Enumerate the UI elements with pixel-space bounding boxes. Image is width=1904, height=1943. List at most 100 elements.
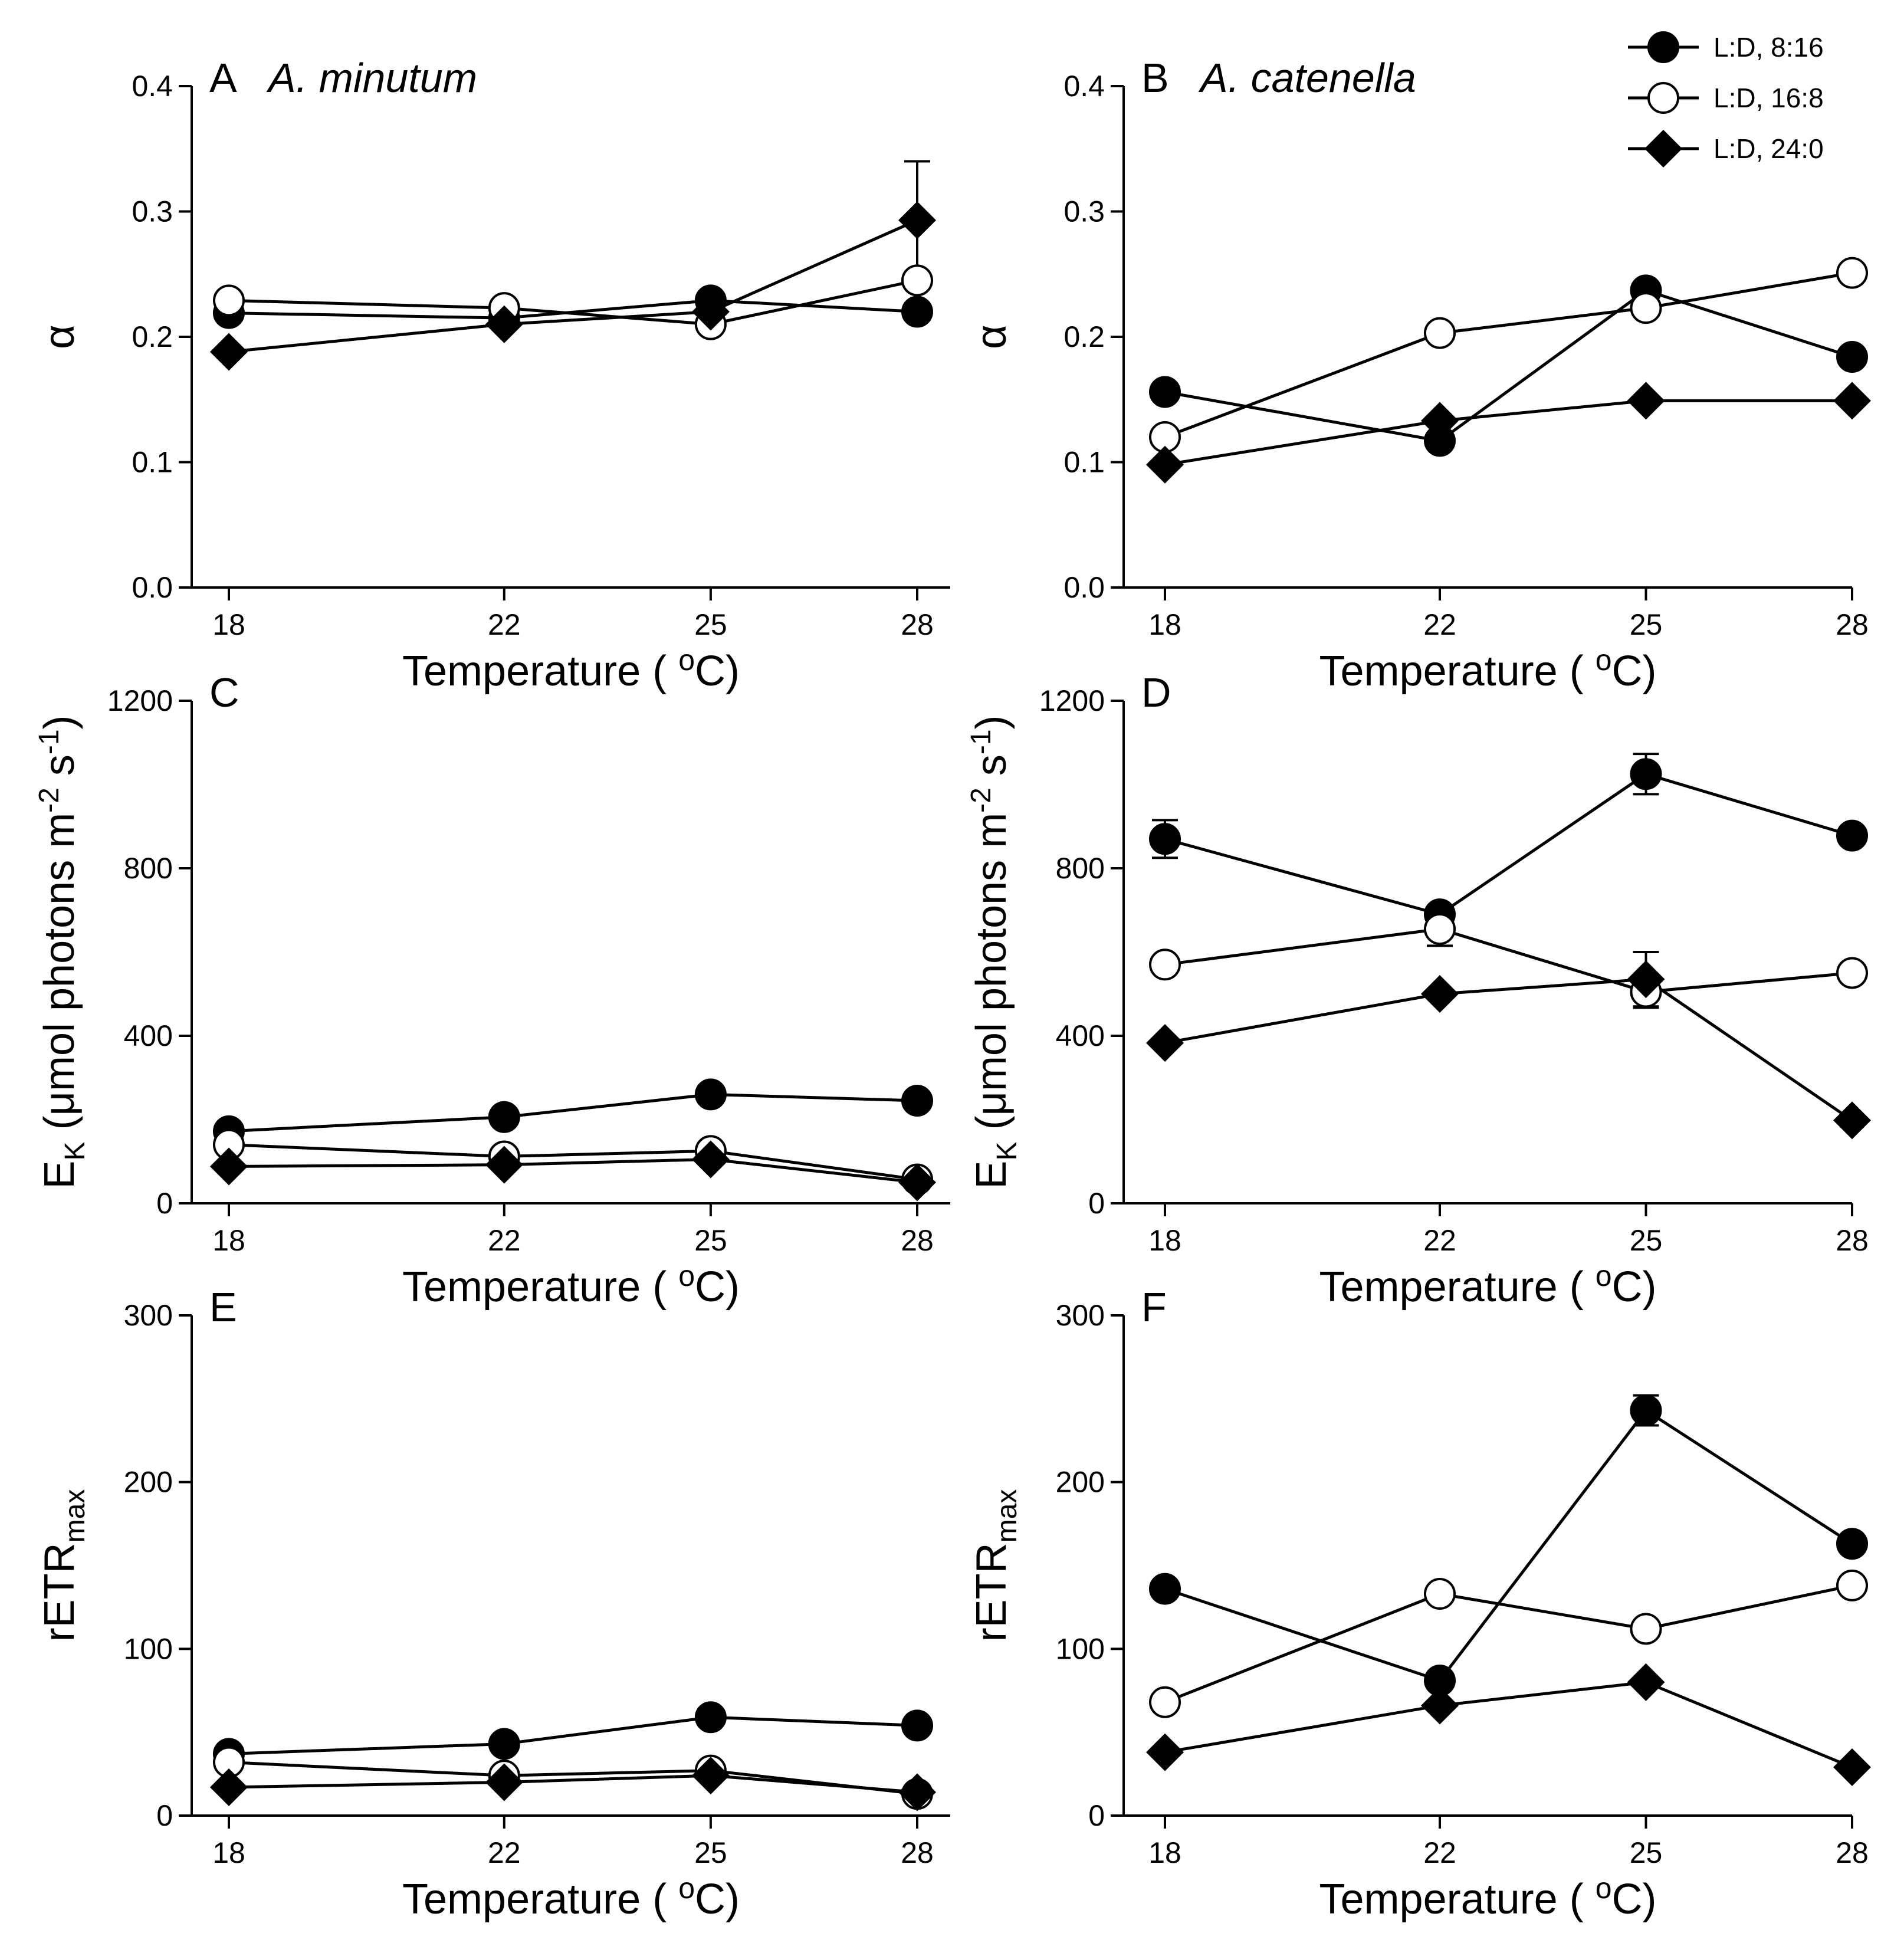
panel-a-x-axis-title: Temperature ( oC) [402,644,740,695]
panel-e-x-tick-label: 18 [212,1836,245,1869]
panel-d-series-3-point [1421,975,1459,1013]
panel-c-y-tick-label: 800 [124,852,173,885]
panel-a-series-2-point [901,264,933,297]
legend-marker [1647,31,1679,63]
panel-b-series-2-point [1424,317,1456,349]
panel-c-x-tick-label: 28 [901,1224,934,1257]
panel-c-y-axis-title: EK (μmol photons m-2 s-1) [34,715,91,1189]
panel-b-y-tick-label: 0.3 [1063,195,1105,228]
panel-f-series-3-point [1627,1663,1665,1701]
panel-c-series-1-point [488,1101,520,1133]
panel-f-series-3-point [1146,1733,1184,1771]
panel-d-y-tick-label: 400 [1056,1019,1105,1052]
panel-d-series-3-point [1146,1024,1184,1062]
panel-a-y-tick-label: 0.2 [132,320,173,353]
panel-d-x-tick-label: 28 [1836,1224,1869,1257]
panel-f-y-tick-label: 300 [1056,1299,1105,1332]
panel-e-y-tick-label: 300 [124,1299,173,1332]
panel-b: 0.0 0.1 0.2 0.3 0.4 18 22 25 28 Temperature ( oC)… [968,55,1871,695]
panel-b-x-tick-label: 25 [1630,608,1663,641]
panel-c-series-3-line [228,1157,918,1184]
panel-a-series-1-point [901,296,933,328]
panel-a-y-tick-label: 0.3 [132,195,173,228]
panel-e-y-tick-label: 200 [124,1466,173,1499]
panel-a-x-tick-label: 22 [488,608,521,641]
panel-b-y-tick-label: 0.2 [1063,320,1105,353]
panel-d-series-2-point [1149,948,1181,981]
panel-c-x-tick-label: 25 [694,1224,727,1257]
panel-a-y-tick-label: 0.0 [132,571,173,604]
panel-b-y-tick-label: 0.4 [1063,70,1105,103]
panel-a-series-3-point [898,201,936,239]
panel-b-x-tick-label: 18 [1148,608,1181,641]
panel-b-y-axis-title: α [968,324,1015,349]
panel-d-series-2-line [1164,927,1853,993]
panel-b-series-3-point [1833,382,1871,420]
panel-a-species: A. minutum [266,55,477,101]
panel-d-series-1-point [1630,758,1662,790]
panel-d-letter: D [1141,669,1171,716]
panel-e-series-3-point [210,1768,248,1806]
panel-a-series-3-point [485,305,523,343]
panel-f-series-1-point [1836,1528,1868,1560]
panel-d-series-3-line [1164,977,1853,1122]
panel-d-x-tick-label: 25 [1630,1224,1663,1257]
panel-e-series-1-line [228,1715,918,1755]
panel-a-series-1-line [228,298,918,320]
panel-b-series-1-point [1836,341,1868,373]
panel-e-x-tick-label: 22 [488,1836,521,1869]
legend-label: L:D, 24:0 [1713,133,1824,164]
panel-f-x-tick-label: 22 [1423,1836,1456,1869]
panel-b-series-3-point [1146,445,1184,484]
legend-label: L:D, 16:8 [1713,83,1824,113]
panel-d-series-1-point [1149,823,1181,855]
panel-e-series-3-point [485,1763,523,1801]
panel-a-y-tick-label: 0.4 [132,70,173,103]
panel-b-series-1-line [1164,288,1853,442]
panel-d-y-tick-label: 800 [1056,852,1105,885]
panel-e-series-1-point [901,1709,933,1742]
panel-d-series-2-point [1424,913,1456,945]
panel-f-y-tick-label: 0 [1088,1799,1105,1832]
panel-b-series-2-point [1630,292,1662,324]
panel-f-y-axis-title: rETRmax [968,1489,1023,1642]
panel-e-series-3-point [898,1773,936,1811]
panel-e-y-tick-label: 100 [124,1632,173,1665]
panel-d-series-1-line [1164,772,1853,916]
panel-d-series-1-point [1836,819,1868,852]
panel-d-y-tick-label: 0 [1088,1187,1105,1220]
panel-f-x-tick-label: 18 [1148,1836,1181,1869]
panel-a-x-tick-label: 18 [212,608,245,641]
panel-a-series-2-point [213,284,245,317]
panel-c-x-tick-label: 18 [212,1224,245,1257]
panel-f-series-3-point [1421,1686,1459,1725]
panel-a-series-3-point [691,293,730,331]
panel-b-x-tick-label: 22 [1423,608,1456,641]
legend-marker [1644,130,1682,168]
panel-a-series-3-line [228,219,918,353]
panel-c-series-2-line [228,1143,918,1181]
panel-c-series-3-point [210,1147,248,1186]
panel-e-y-axis-title: rETRmax [36,1489,91,1642]
panel-f-series-1-point [1149,1573,1181,1605]
panel-b-y-tick-label: 0.1 [1063,446,1105,479]
panel-e-series-2-line [228,1761,918,1796]
panel-b-y-tick-label: 0.0 [1063,571,1105,604]
panel-e-x-tick-label: 25 [694,1836,727,1869]
panel-b-series-3-point [1627,382,1665,420]
panel-a-x-tick-label: 25 [694,608,727,641]
panel-b-series-3-line [1164,399,1852,467]
panel-f-x-tick-label: 28 [1836,1836,1869,1869]
panel-c-y-tick-label: 0 [156,1187,173,1220]
legend-label: L:D, 8:16 [1713,32,1824,63]
panel-d-series-2-point [1836,957,1868,989]
panel-b-x-axis-title: Temperature ( oC) [1319,644,1657,695]
panel-c-series-3-point [691,1140,730,1179]
panel-c-series-1-point [694,1078,727,1111]
panel-c-series-1-line [228,1092,918,1133]
panel-d: 0 400 800 1200 18 22 25 28 Temperature ( oC) EK (… [966,669,1871,1311]
panel-e-y-tick-label: 0 [156,1799,173,1832]
panel-d-series-3-point [1627,960,1665,999]
panel-f-x-axis-title: Temperature ( oC) [1319,1872,1657,1923]
